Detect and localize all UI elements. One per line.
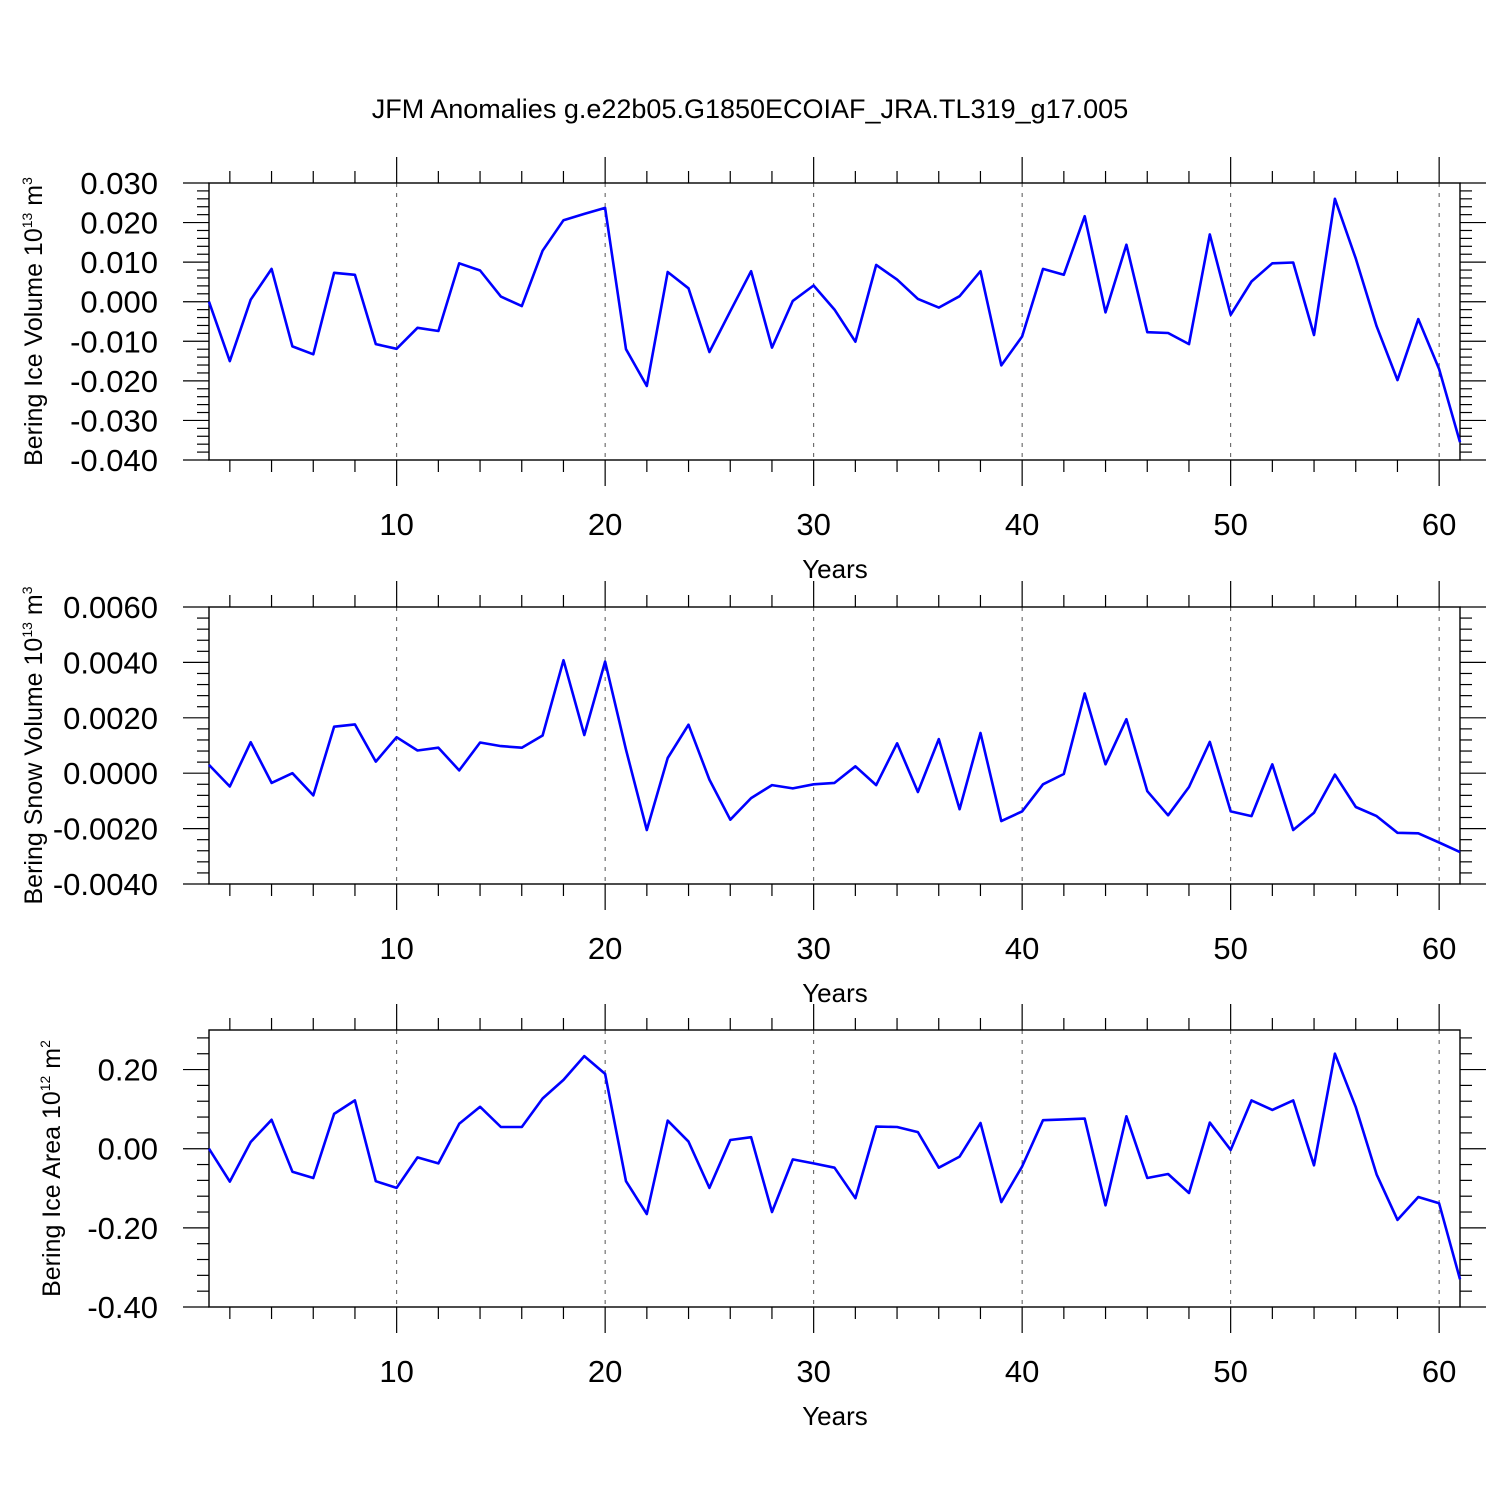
x-tick-label: 50 <box>1213 931 1247 966</box>
y-label-unit: m <box>38 1048 66 1076</box>
x-tick-label: 50 <box>1213 1354 1247 1389</box>
y-label-exponent: 13 <box>19 212 35 228</box>
x-tick-label: 40 <box>1005 931 1039 966</box>
y-tick-label: -0.0020 <box>53 812 158 847</box>
figure-title: JFM Anomalies g.e22b05.G1850ECOIAF_JRA.T… <box>372 94 1128 124</box>
y-label-exponent: 12 <box>37 1075 53 1091</box>
x-tick-label: 60 <box>1422 931 1456 966</box>
y-tick-label: 0.0060 <box>63 590 158 625</box>
x-tick-label: 50 <box>1213 507 1247 542</box>
y-tick-label: -0.40 <box>87 1290 158 1325</box>
y-label-text: Bering Ice Volume 10 <box>20 228 48 466</box>
y-label-unit-exponent: 2 <box>37 1040 53 1048</box>
x-tick-label: 40 <box>1005 1354 1039 1389</box>
y-tick-label: 0.020 <box>80 206 158 241</box>
x-tick-label: 60 <box>1422 507 1456 542</box>
x-axis-label: Years <box>802 1401 868 1431</box>
y-tick-label: -0.020 <box>70 364 158 399</box>
y-label-text: Bering Snow Volume 10 <box>20 638 48 905</box>
y-label-text: Bering Ice Area 10 <box>38 1091 66 1297</box>
x-tick-label: 20 <box>588 931 622 966</box>
y-tick-label: 0.0000 <box>63 756 158 791</box>
x-tick-label: 60 <box>1422 1354 1456 1389</box>
y-axis-label: Bering Ice Area 1012 m2 <box>37 1040 66 1297</box>
y-tick-label: -0.20 <box>87 1211 158 1246</box>
x-tick-label: 20 <box>588 1354 622 1389</box>
y-label-unit-exponent: 3 <box>19 586 35 594</box>
x-tick-label: 10 <box>379 931 413 966</box>
x-tick-label: 30 <box>796 1354 830 1389</box>
y-label-unit: m <box>20 185 48 213</box>
plot-frame <box>208 1029 1461 1308</box>
x-tick-label: 40 <box>1005 507 1039 542</box>
y-label-unit: m <box>20 594 48 622</box>
plot-frame <box>208 182 1461 461</box>
data-series-line <box>207 1052 1462 1280</box>
x-axis-label: Years <box>802 554 868 584</box>
ice-area-panel: 10 20 30 40 50 60 0.20 0.00 -0.20 -0.40 Years Berin… <box>37 1004 1486 1431</box>
snow-volume-panel: 10 20 30 40 50 60 0.0060 0.0040 0.0020 0.0000 -0.0… <box>19 581 1486 1008</box>
x-axis-label: Years <box>802 978 868 1008</box>
x-tick-label: 20 <box>588 507 622 542</box>
y-axis-label: Bering Snow Volume 1013 m3 <box>19 586 48 904</box>
y-tick-label: -0.030 <box>70 403 158 438</box>
y-tick-label: 0.030 <box>80 166 158 201</box>
y-axis-label: Bering Ice Volume 1013 m3 <box>19 177 48 466</box>
y-tick-label: 0.0020 <box>63 701 158 736</box>
y-tick-label: -0.010 <box>70 324 158 359</box>
y-tick-label: 0.000 <box>80 285 158 320</box>
y-tick-label: 0.20 <box>98 1053 158 1088</box>
y-tick-label: 0.010 <box>80 245 158 280</box>
x-tick-label: 30 <box>796 507 830 542</box>
y-tick-label: -0.040 <box>70 443 158 478</box>
x-tick-label: 10 <box>379 507 413 542</box>
y-tick-label: -0.0040 <box>53 867 158 902</box>
ice-volume-panel: 10 20 30 40 50 60 0.030 0.020 0.010 0.000 -0.010 -0… <box>19 157 1486 584</box>
x-tick-label: 30 <box>796 931 830 966</box>
x-tick-label: 10 <box>379 1354 413 1389</box>
plot-frame <box>208 606 1461 885</box>
y-label-exponent: 13 <box>19 622 35 638</box>
y-label-unit-exponent: 3 <box>19 177 35 185</box>
y-tick-label: 0.0040 <box>63 645 158 680</box>
y-tick-label: 0.00 <box>98 1132 158 1167</box>
